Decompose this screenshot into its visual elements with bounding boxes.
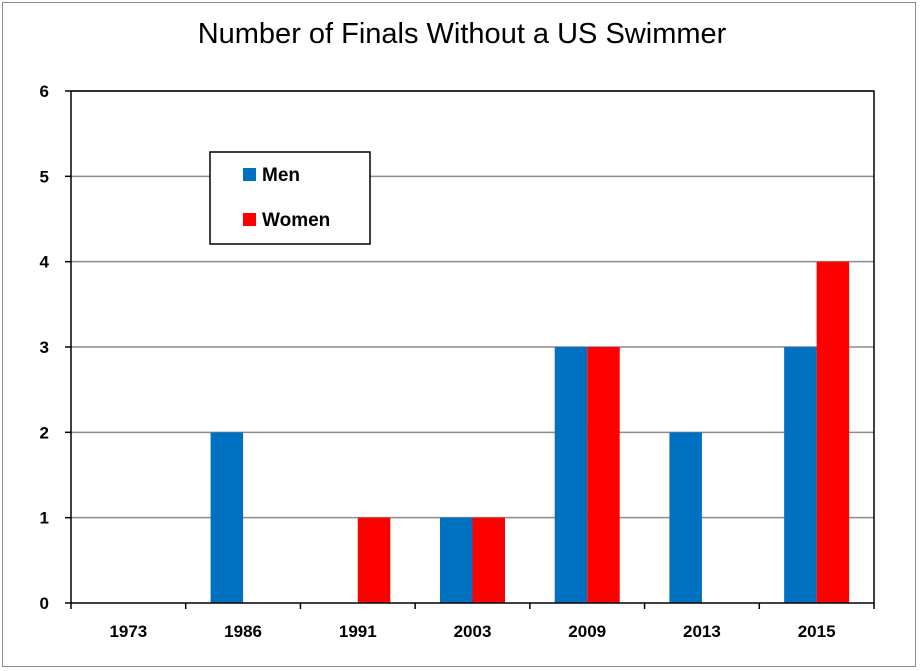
y-tick-label: 3: [40, 338, 49, 357]
x-tick-label: 1973: [109, 622, 147, 641]
bar-men-2009: [554, 347, 588, 603]
x-tick-label: 2013: [683, 622, 721, 641]
y-tick-label: 5: [40, 167, 49, 186]
bar-men-2013: [669, 432, 702, 603]
y-tick-label: 4: [40, 253, 50, 272]
bar-women-2015: [816, 261, 850, 603]
x-tick-labels: 1973 1986 1991 2003 2009 2013 2015: [109, 622, 835, 641]
x-tick-label: 2015: [798, 622, 836, 641]
y-tick-label: 0: [40, 594, 49, 613]
y-tick-label: 6: [40, 82, 49, 101]
gridlines: [71, 90, 874, 519]
x-tick-label: 2003: [454, 622, 492, 641]
bar-women-2009: [587, 347, 620, 603]
bar-men-2003: [440, 517, 473, 603]
legend-swatch-men: [243, 168, 256, 181]
legend-label-men: Men: [262, 165, 300, 186]
axes: [65, 90, 875, 609]
bars: [210, 261, 850, 603]
legend-box: [209, 151, 371, 245]
y-tick-label: 1: [40, 509, 49, 528]
legend-swatch-women: [243, 213, 256, 226]
x-tick-label: 1991: [339, 622, 377, 641]
chart-title: Number of Finals Without a US Swimmer: [198, 18, 727, 50]
y-tick-label: 2: [40, 423, 49, 442]
legend: Men Women: [209, 151, 371, 245]
bar-women-1991: [357, 517, 391, 603]
plot-area-border: [70, 90, 875, 604]
y-tick-labels: 0 1 2 3 4 5 6: [40, 82, 50, 613]
bar-men-1986: [210, 432, 244, 603]
x-tick-label: 2009: [568, 622, 606, 641]
x-tick-label: 1986: [224, 622, 262, 641]
bar-men-2015: [784, 347, 817, 603]
legend-label-women: Women: [262, 210, 330, 231]
bar-women-2003: [472, 517, 505, 603]
